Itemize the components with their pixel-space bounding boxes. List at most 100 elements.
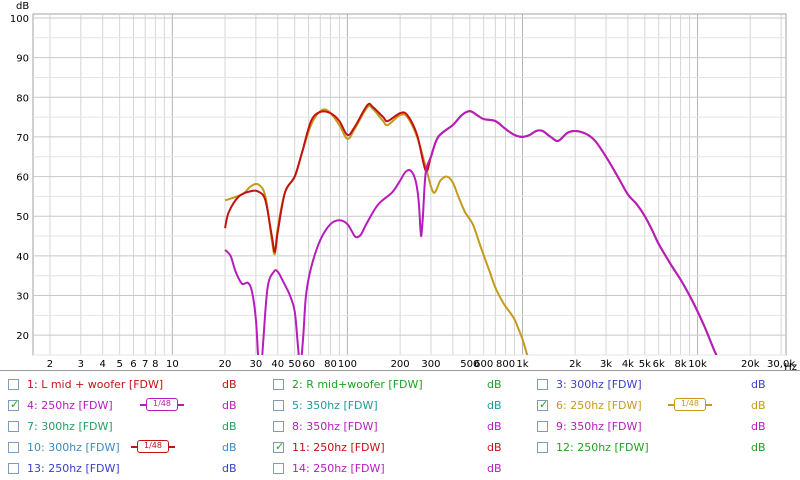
legend-checkbox[interactable] (273, 400, 284, 411)
x-tick-label: 50 (288, 359, 301, 370)
x-tick-label: 600 (474, 359, 493, 370)
x-tick-label: 6k (653, 359, 665, 370)
x-tick-label: 8k (675, 359, 687, 370)
legend-label[interactable]: 2: R mid+woofer [FDW] (292, 378, 423, 391)
x-tick-label: 100 (338, 359, 357, 370)
x-tick-label: 300 (421, 359, 440, 370)
legend-label[interactable]: 9: 350hz [FDW] (556, 420, 642, 433)
legend-unit: dB (487, 441, 502, 454)
legend-unit: dB (751, 420, 766, 433)
legend-item: 1: L mid + woofer [FDW] dB (8, 375, 242, 395)
x-tick-label: 3k (600, 359, 612, 370)
legend-label[interactable]: 13: 250hz [FDW] (27, 462, 120, 475)
x-gridlines (49, 14, 782, 355)
legend-unit: dB (222, 420, 237, 433)
legend-item: 2: R mid+woofer [FDW] dB (273, 375, 507, 395)
x-tick-label: 2 (47, 359, 53, 370)
y-tick-label: 20 (16, 331, 29, 342)
legend-checkbox[interactable] (537, 421, 548, 432)
y-tick-label: 80 (16, 93, 29, 104)
legend-checkbox[interactable]: ✓ (273, 440, 284, 453)
legend-checkbox[interactable] (273, 421, 284, 432)
x-tick-label: 1k (516, 359, 528, 370)
legend-checkbox[interactable]: ✓ (537, 398, 549, 411)
x-tick-label: 60 (302, 359, 315, 370)
legend-checkbox[interactable] (8, 463, 19, 474)
x-tick-label: 3 (78, 359, 84, 370)
y-tick-label: 100 (10, 14, 29, 25)
legend-label[interactable]: 8: 350hz [FDW] (292, 420, 378, 433)
legend-item: ✓ 4: 250hz [FDW] 1/48 dB (8, 396, 242, 416)
legend-item: 7: 300hz [FDW] dB (8, 417, 242, 437)
legend-unit: dB (751, 441, 766, 454)
x-tick-label: 20k (741, 359, 760, 370)
checkmark-icon: ✓ (539, 398, 549, 411)
legend-checkbox[interactable] (537, 442, 548, 453)
x-tick-label: 30 (250, 359, 263, 370)
legend-unit: dB (222, 441, 237, 454)
x-tick-label: 4 (99, 359, 105, 370)
legend-unit: dB (751, 399, 766, 412)
legend-unit: dB (487, 378, 502, 391)
x-tick-label: 10 (166, 359, 179, 370)
y-unit-label: dB (16, 1, 29, 12)
legend-checkbox[interactable] (8, 421, 19, 432)
x-tick-label: 4k (622, 359, 634, 370)
y-tick-label: 60 (16, 173, 29, 184)
y-tick-label: 50 (16, 212, 29, 223)
legend-item: 9: 350hz [FDW] dB (537, 417, 771, 437)
x-tick-label: 800 (496, 359, 515, 370)
smoothing-badge[interactable]: 1/48 (140, 398, 184, 411)
legend-label[interactable]: 10: 300hz [FDW] (27, 441, 120, 454)
legend-unit: dB (487, 399, 502, 412)
legend-unit: dB (222, 399, 237, 412)
legend-checkbox[interactable] (8, 379, 19, 390)
smoothing-badge[interactable]: 1/48 (131, 440, 175, 453)
legend-checkbox[interactable] (8, 442, 19, 453)
x-tick-label: 7 (142, 359, 148, 370)
legend-checkbox[interactable] (537, 379, 548, 390)
y-tick-labels: 20 30 40 50 60 70 80 90 100 (10, 14, 29, 342)
legend-item: ✓ 6: 250hz [FDW] 1/48 dB (537, 396, 771, 416)
legend-checkbox[interactable]: ✓ (8, 398, 20, 411)
x-tick-label: 20 (219, 359, 232, 370)
legend-item: 3: 300hz [FDW] dB (537, 375, 771, 395)
legend-label[interactable]: 12: 250hz [FDW] (556, 441, 649, 454)
checkmark-icon: ✓ (10, 398, 20, 411)
y-tick-label: 70 (16, 133, 29, 144)
legend-label[interactable]: 11: 250hz [FDW] (292, 441, 385, 454)
x-tick-label: 2k (569, 359, 581, 370)
legend-label[interactable]: 3: 300hz [FDW] (556, 378, 642, 391)
legend-checkbox[interactable] (273, 379, 284, 390)
y-tick-label: 30 (16, 292, 29, 303)
legend-label[interactable]: 5: 350hz [FDW] (292, 399, 378, 412)
x-tick-label: 500 (460, 359, 479, 370)
legend-label[interactable]: 1: L mid + woofer [FDW] (27, 378, 164, 391)
series-line-3 (224, 110, 718, 355)
x-tick-label: 5k (639, 359, 651, 370)
smoothing-badge[interactable]: 1/48 (668, 398, 712, 411)
legend-label[interactable]: 6: 250hz [FDW] (556, 399, 642, 412)
legend-item: 13: 250hz [FDW] dB (8, 459, 242, 479)
y-tick-label: 90 (16, 54, 29, 65)
legend-checkbox[interactable] (273, 463, 284, 474)
legend-item: 12: 250hz [FDW] dB (537, 438, 771, 458)
x-tick-label: 10k (688, 359, 707, 370)
legend-unit: dB (222, 462, 237, 475)
legend-panel: 1: L mid + woofer [FDW] dB 2: R mid+woofer… (0, 370, 800, 480)
x-tick-label: 5 (116, 359, 122, 370)
legend-label[interactable]: 14: 250hz [FDW] (292, 462, 385, 475)
legend-unit: dB (222, 378, 237, 391)
plot-area (32, 13, 787, 356)
x-tick-label: 30,0k (767, 359, 795, 370)
legend-unit: dB (751, 378, 766, 391)
x-tick-label: 80 (324, 359, 337, 370)
legend-item: 10: 300hz [FDW] dB (8, 438, 242, 458)
legend-item: 8: 350hz [FDW] dB (273, 417, 507, 437)
x-tick-label: 8 (152, 359, 158, 370)
legend-item: ✓ 11: 250hz [FDW] 1/48 dB (131, 438, 507, 458)
x-tick-label: 40 (271, 359, 284, 370)
legend-label[interactable]: 4: 250hz [FDW] (27, 399, 113, 412)
legend-label[interactable]: 7: 300hz [FDW] (27, 420, 113, 433)
